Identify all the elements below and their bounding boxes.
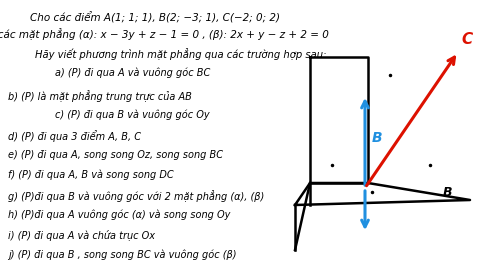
- Text: g) (P)đi qua B và vuông góc với 2 mặt phẳng (α), (β): g) (P)đi qua B và vuông góc với 2 mặt ph…: [8, 190, 264, 202]
- Text: f) (P) đi qua A, B và song song DC: f) (P) đi qua A, B và song song DC: [8, 170, 174, 181]
- Text: j) (P) đi qua B , song song BC và vuông góc (β): j) (P) đi qua B , song song BC và vuông …: [8, 250, 237, 261]
- Text: và các mặt phẳng (α): x − 3y + z − 1 = 0 , (β): 2x + y − z + 2 = 0: và các mặt phẳng (α): x − 3y + z − 1 = 0…: [0, 28, 328, 40]
- Text: i) (P) đi qua A và chứa trục Ox: i) (P) đi qua A và chứa trục Ox: [8, 230, 155, 241]
- Text: B: B: [443, 185, 453, 198]
- Text: B: B: [372, 131, 383, 145]
- Text: Cho các điểm A(1; 1; 1), B(2; −3; 1), C(−2; 0; 2): Cho các điểm A(1; 1; 1), B(2; −3; 1), C(…: [30, 12, 280, 23]
- Text: a) (P) đi qua A và vuông góc BC: a) (P) đi qua A và vuông góc BC: [55, 68, 210, 79]
- Text: h) (P)đi qua A vuông góc (α) và song song Oy: h) (P)đi qua A vuông góc (α) và song son…: [8, 210, 230, 221]
- Text: Hãy viết phương trình mặt phẳng qua các trường hợp sau:: Hãy viết phương trình mặt phẳng qua các …: [35, 48, 326, 60]
- Text: b) (P) là mặt phẳng trung trực của AB: b) (P) là mặt phẳng trung trực của AB: [8, 90, 192, 102]
- Text: C: C: [461, 32, 472, 47]
- Text: d) (P) đi qua 3 điểm A, B, C: d) (P) đi qua 3 điểm A, B, C: [8, 130, 141, 142]
- Text: c) (P) đi qua B và vuông góc Oy: c) (P) đi qua B và vuông góc Oy: [55, 110, 210, 120]
- Text: e) (P) đi qua A, song song Oz, song song BC: e) (P) đi qua A, song song Oz, song song…: [8, 150, 223, 160]
